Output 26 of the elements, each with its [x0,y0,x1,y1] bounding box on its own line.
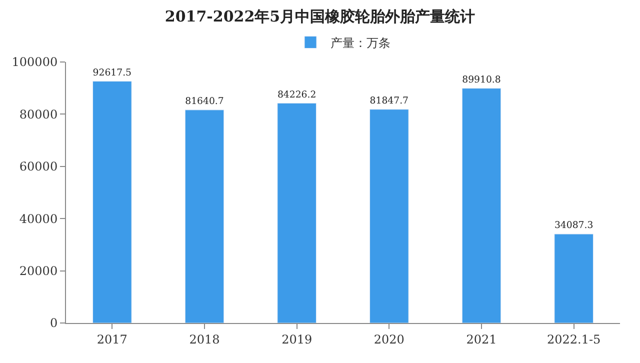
data-label: 34087.3 [554,220,594,232]
y-tick-label: 0 [50,316,58,330]
legend-label: 产量：万条 [330,36,390,50]
y-tick-label: 100000 [12,55,58,70]
y-tick-label: 80000 [19,107,58,122]
y-tick-label: 40000 [19,212,58,226]
x-tick-label: 2017 [96,332,128,346]
x-tick-label: 2020 [374,332,404,346]
y-tick-label: 60000 [19,160,58,174]
bar [277,102,316,323]
data-label: 92617.5 [92,67,132,78]
data-label: 81847.7 [370,95,409,106]
data-label: 84226.2 [277,89,316,100]
data-label: 89910.8 [462,74,501,86]
x-tick-label: 2019 [282,332,312,346]
bar [184,110,224,323]
bar [554,234,594,323]
bar [92,81,132,323]
data-label: 81640.7 [185,96,224,108]
bar [462,88,502,323]
bar [370,109,409,323]
y-tick-label: 20000 [19,264,58,278]
x-tick-label: 2018 [189,332,220,346]
x-tick-label: 2021 [466,332,497,346]
x-tick-label: 2022.1-5 [546,332,601,346]
chart-title: 2017-2022年5月中国橡胶轮胎外胎产量统计 [164,7,476,26]
